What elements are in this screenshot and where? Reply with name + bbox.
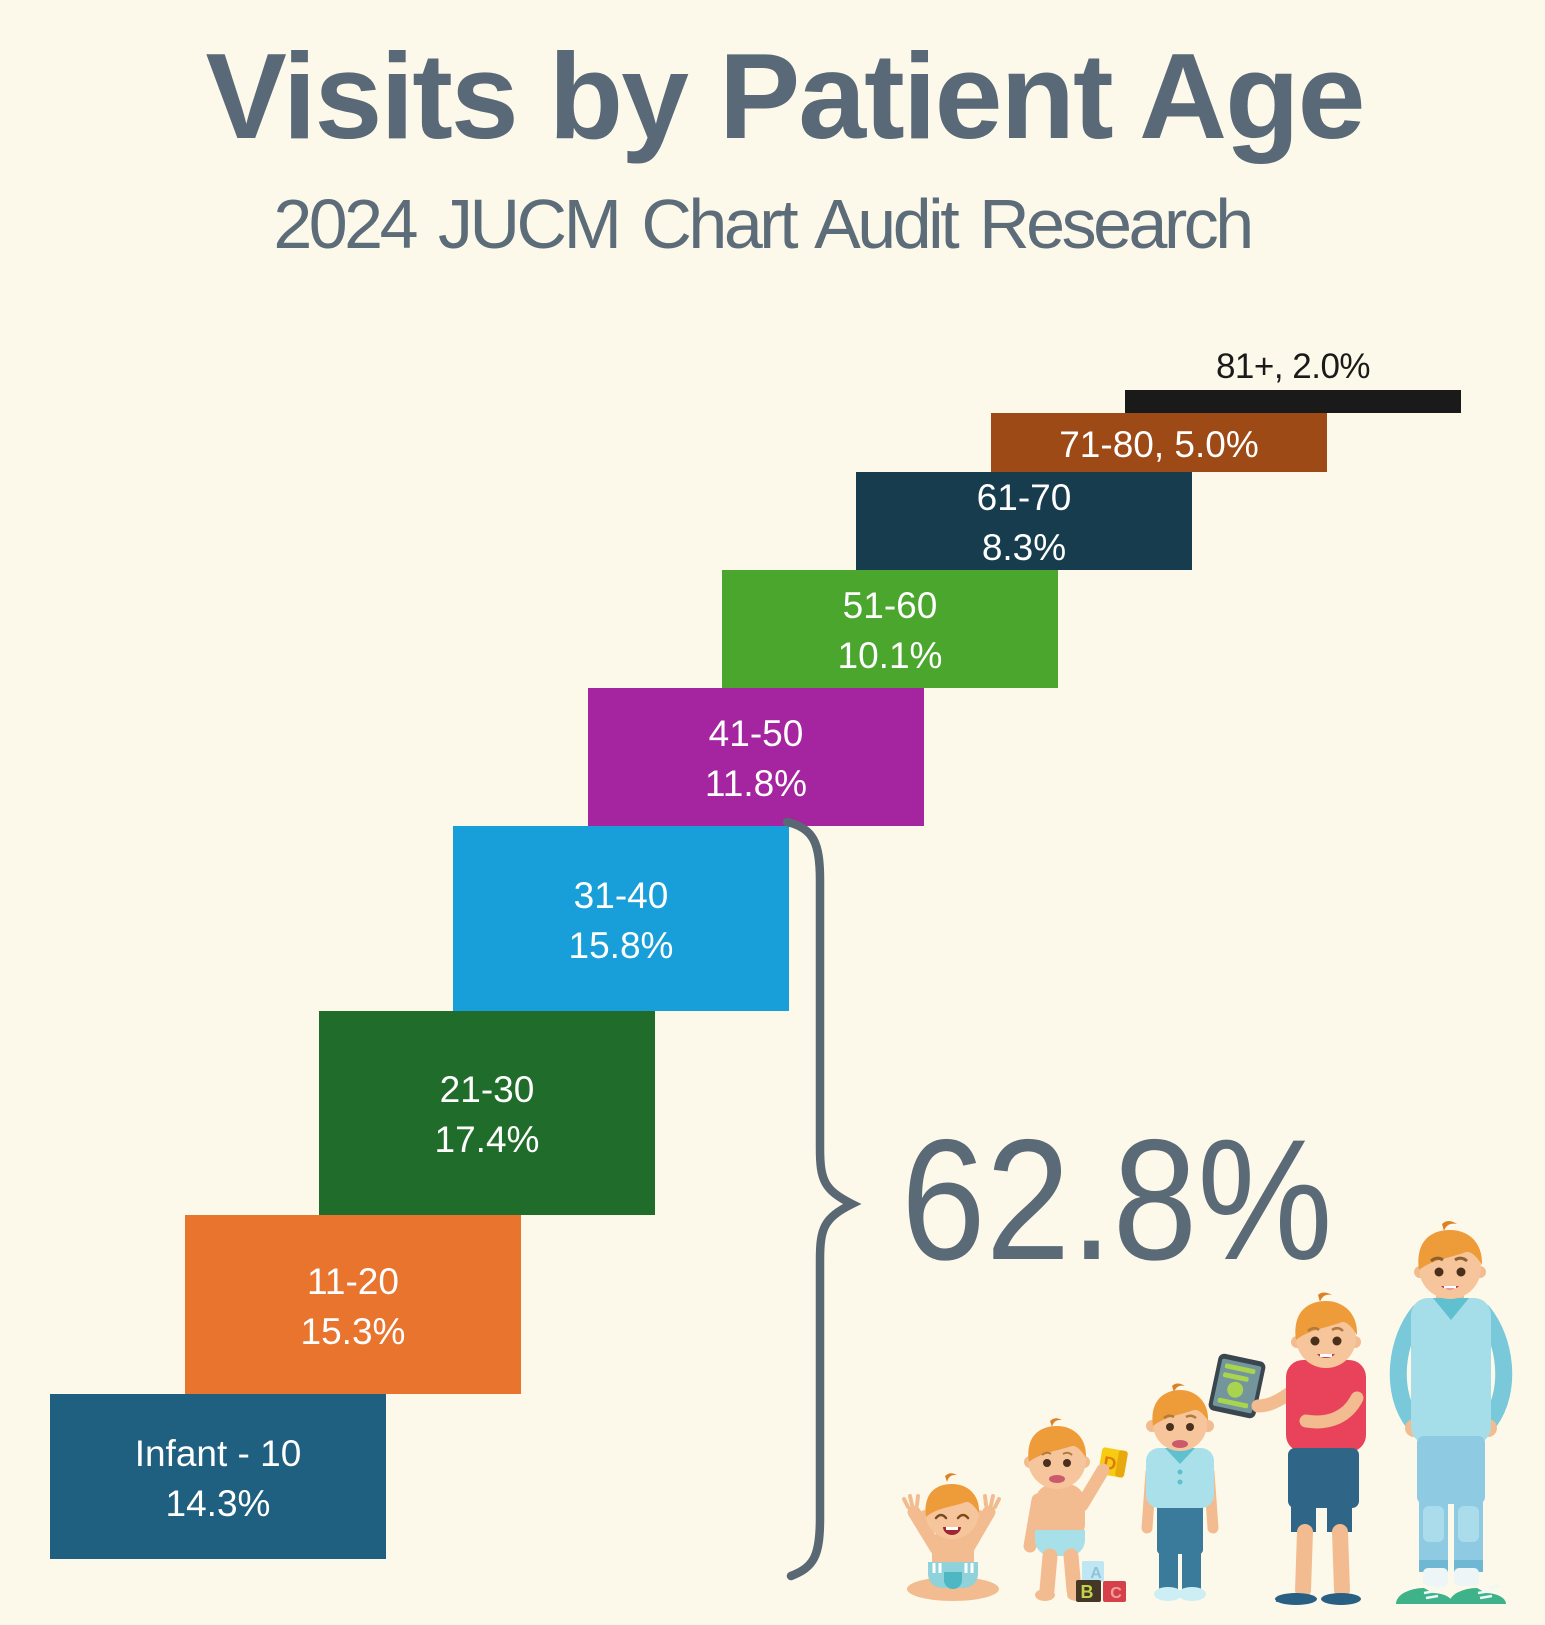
svg-text:C: C [1110,1585,1122,1602]
svg-text:B: B [1081,1582,1094,1602]
svg-text:A: A [1090,1565,1102,1582]
